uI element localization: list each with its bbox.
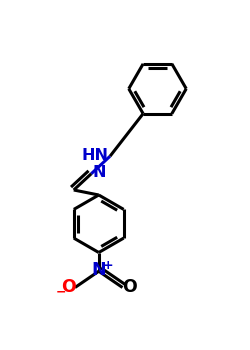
Text: +: + xyxy=(103,259,114,272)
Text: HN: HN xyxy=(82,147,109,162)
Text: N: N xyxy=(92,261,106,279)
Text: O: O xyxy=(122,279,137,296)
Text: −: − xyxy=(55,286,66,299)
Text: N: N xyxy=(92,165,106,180)
Text: O: O xyxy=(60,279,76,296)
